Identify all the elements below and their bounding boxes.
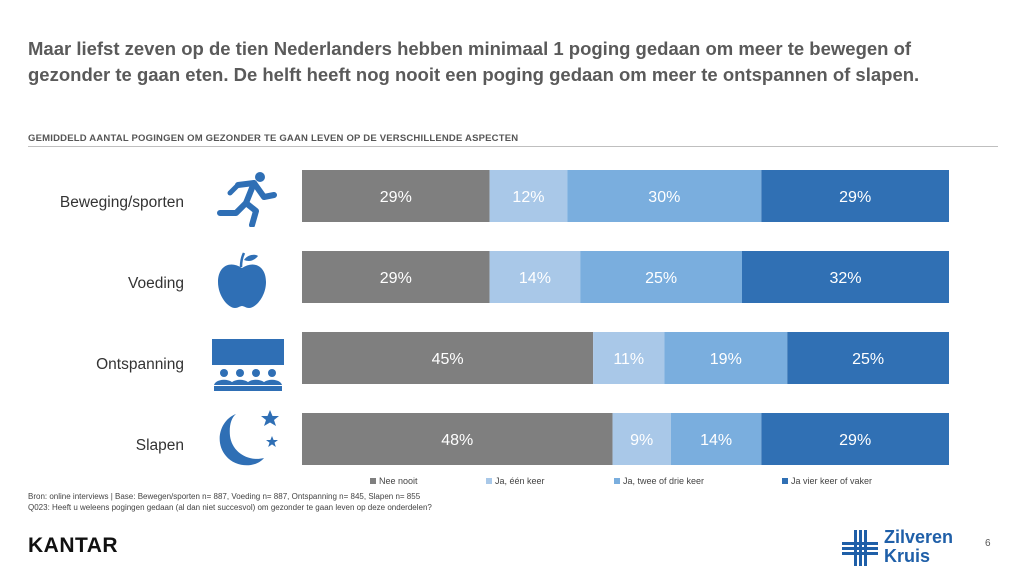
data-label-3-0: 48% [441, 432, 473, 449]
bar-segment-1-3 [741, 251, 949, 303]
title-divider [28, 146, 998, 147]
bar-segment-0-2 [567, 170, 762, 222]
bar-segment-0-0 [302, 170, 490, 222]
running-person-icon [217, 172, 277, 227]
apple-icon [218, 252, 266, 308]
legend-label: Ja, twee of drie keer [623, 476, 705, 486]
bar-segment-0-1 [489, 170, 568, 222]
bar-segment-2-1 [593, 332, 665, 384]
data-label-1-0: 29% [380, 270, 412, 287]
chart-title: GEMIDDELD AANTAL POGINGEN OM GEZONDER TE… [28, 133, 519, 144]
category-label-slapen: Slapen [135, 437, 184, 454]
data-label-1-1: 14% [519, 270, 551, 287]
chart-legend: Nee nooit Ja, één keer Ja, twee of drie … [370, 476, 1010, 490]
legend-label: Ja, één keer [495, 476, 545, 486]
legend-swatch [486, 478, 492, 484]
moon-stars-icon [219, 410, 279, 466]
legend-label: Nee nooit [379, 476, 418, 486]
data-label-1-3: 32% [829, 270, 861, 287]
bar-segment-3-3 [761, 413, 949, 465]
bar-segment-3-0 [302, 413, 613, 465]
legend-label: Ja vier keer of vaker [791, 476, 873, 486]
legend-item-een-keer: Ja, één keer [486, 476, 545, 486]
legend-swatch [782, 478, 788, 484]
legend-swatch [614, 478, 620, 484]
category-label-beweging: Beweging/sporten [59, 194, 184, 211]
bar-segment-2-0 [302, 332, 594, 384]
question-line: Q023: Heeft u weleens pogingen gedaan (a… [28, 503, 432, 512]
zilveren-kruis-cross-icon [842, 530, 878, 566]
source-note: Bron: online interviews | Base: Bewegen/… [28, 491, 432, 513]
brand-line: Zilveren [884, 527, 954, 547]
data-label-3-3: 29% [839, 432, 871, 449]
headline: Maar liefst zeven op de tien Nederlander… [28, 38, 920, 85]
category-label-ontspanning: Ontspanning [96, 356, 184, 373]
legend-item-vier-keer: Ja vier keer of vaker [782, 476, 872, 486]
page-number: 6 [985, 538, 991, 549]
bar-segment-1-0 [302, 251, 490, 303]
data-label-0-0: 29% [380, 189, 412, 206]
bar-segment-0-3 [761, 170, 949, 222]
data-label-3-1: 9% [630, 432, 653, 449]
legend-item-twee-drie-keer: Ja, twee of drie keer [614, 476, 704, 486]
data-label-2-0: 45% [432, 351, 464, 368]
zilveren-kruis-logo-text: Zilveren Kruis [884, 528, 953, 566]
data-label-0-3: 29% [839, 189, 871, 206]
data-label-0-2: 30% [648, 189, 680, 206]
source-line: Bron: online interviews | Base: Bewegen/… [28, 492, 421, 501]
data-label-2-2: 19% [710, 351, 742, 368]
brand-line: Kruis [884, 546, 931, 566]
theater-audience-icon [212, 339, 284, 391]
kantar-logo: KANTAR [28, 534, 119, 557]
legend-item-nee-nooit: Nee nooit [370, 476, 418, 486]
bar-segment-3-1 [612, 413, 671, 465]
data-label-2-3: 25% [852, 351, 884, 368]
data-label-0-1: 12% [512, 189, 544, 206]
bar-segment-2-2 [664, 332, 788, 384]
data-label-1-2: 25% [645, 270, 677, 287]
data-label-3-2: 14% [700, 432, 732, 449]
bar-segment-2-3 [787, 332, 949, 384]
bar-segment-1-2 [580, 251, 742, 303]
bar-segment-1-1 [489, 251, 581, 303]
category-label-voeding: Voeding [127, 275, 184, 292]
legend-swatch [370, 478, 376, 484]
data-label-2-1: 11% [613, 351, 644, 368]
bar-segment-3-2 [670, 413, 762, 465]
